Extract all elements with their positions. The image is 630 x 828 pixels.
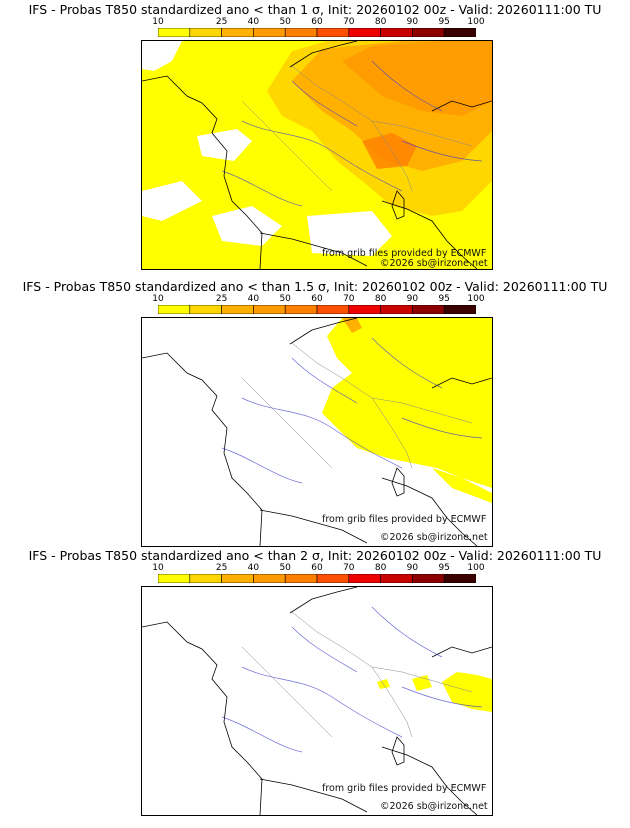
- colorbar-segment: [158, 574, 191, 583]
- colorbar-tick-label: 90: [406, 563, 419, 573]
- colorbar-segment: [189, 28, 222, 37]
- colorbar-tick-label: 25: [215, 17, 228, 27]
- colorbar-segment: [221, 28, 254, 37]
- colorbar-tick-label: 80: [374, 294, 387, 304]
- data-credit: from grib files provided by ECMWF: [322, 783, 487, 794]
- panel-2: IFS - Probas T850 standardized ano < tha…: [0, 279, 630, 549]
- panel-title: IFS - Probas T850 standardized ano < tha…: [28, 548, 602, 563]
- colorbar-segment: [284, 305, 318, 314]
- colorbar-tick-label: 100: [467, 563, 485, 573]
- colorbar-segment: [380, 574, 413, 583]
- colorbar: [158, 574, 476, 583]
- colorbar-segment: [158, 28, 191, 37]
- colorbar-tick-label: 70: [343, 294, 355, 304]
- map-panel: from grib files provided by ECMWF ©2026 …: [141, 317, 493, 547]
- colorbar-segment: [189, 305, 222, 314]
- colorbar-segment: [348, 574, 381, 583]
- colorbar-tick-label: 90: [406, 294, 419, 304]
- colorbar-segment: [253, 28, 286, 37]
- colorbar-tick-label: 90: [406, 17, 419, 27]
- colorbar-labels: 10 25 40 50 60 70 80 90 95 100: [152, 16, 484, 28]
- rivers: [221, 606, 483, 753]
- colorbar-tick-label: 100: [467, 17, 485, 27]
- map-svg: [142, 318, 492, 546]
- colorbar-segment: [284, 574, 318, 583]
- panel-3: IFS - Probas T850 standardized ano < tha…: [0, 548, 630, 818]
- colorbar-segment: [284, 28, 318, 37]
- colorbar-tick-label: 25: [215, 294, 228, 304]
- borders: [241, 65, 473, 192]
- colorbar-tick-label: 10: [152, 563, 164, 573]
- colorbar-segment: [221, 305, 254, 314]
- colorbar-tick-label: 60: [311, 17, 323, 27]
- copyright-credit: ©2026 sb@irizone.net: [380, 532, 488, 543]
- colorbar-tick-label: 95: [438, 17, 450, 27]
- colorbar-segment: [253, 305, 286, 314]
- colorbar-tick-label: 95: [438, 294, 450, 304]
- coastlines: [142, 587, 492, 815]
- data-credit: from grib files provided by ECMWF: [322, 514, 487, 525]
- colorbar-tick-label: 95: [438, 563, 450, 573]
- panel-title: IFS - Probas T850 standardized ano < tha…: [28, 2, 602, 17]
- colorbar-segment: [348, 28, 381, 37]
- colorbar-segment: [412, 28, 445, 37]
- colorbar-segment: [158, 305, 191, 314]
- colorbar-segment: [443, 28, 476, 37]
- panel-title: IFS - Probas T850 standardized ano < tha…: [22, 279, 608, 294]
- data-credit: from grib files provided by ECMWF: [322, 248, 487, 259]
- map-svg: [142, 41, 492, 269]
- copyright-credit: ©2026 sb@irizone.net: [380, 258, 488, 269]
- probability-fill: [377, 672, 492, 712]
- map-panel: from grib files provided by ECMWF ©2026 …: [141, 40, 493, 270]
- colorbar-tick-label: 50: [279, 294, 291, 304]
- colorbar-tick-label: 40: [247, 17, 260, 27]
- map-panel: from grib files provided by ECMWF ©2026 …: [141, 586, 493, 816]
- colorbar-labels: 10 25 40 50 60 70 80 90 95 100: [152, 562, 484, 574]
- coastlines: [142, 318, 492, 546]
- colorbar-segment: [412, 305, 445, 314]
- colorbar: [158, 28, 476, 37]
- probability-fill: [322, 318, 492, 503]
- colorbar-tick-label: 60: [311, 563, 323, 573]
- colorbar-tick-label: 50: [279, 563, 291, 573]
- colorbar-tick-label: 60: [311, 294, 323, 304]
- colorbar-tick-label: 10: [152, 294, 164, 304]
- borders: [241, 342, 473, 469]
- colorbar-segment: [189, 574, 222, 583]
- colorbar-tick-label: 80: [374, 17, 387, 27]
- colorbar-segment: [316, 28, 350, 37]
- colorbar-tick-label: 10: [152, 17, 164, 27]
- colorbar-segment: [316, 305, 350, 314]
- colorbar-segment: [380, 305, 413, 314]
- colorbar-labels: 10 25 40 50 60 70 80 90 95 100: [152, 293, 484, 305]
- rivers: [221, 337, 483, 484]
- colorbar: [158, 305, 476, 314]
- coastlines: [142, 41, 492, 269]
- colorbar-segment: [443, 574, 476, 583]
- copyright-credit: ©2026 sb@irizone.net: [380, 801, 488, 812]
- colorbar-segment: [348, 305, 381, 314]
- colorbar-segment: [221, 574, 254, 583]
- colorbar-segment: [253, 574, 286, 583]
- colorbar-tick-label: 40: [247, 294, 260, 304]
- colorbar-segment: [412, 574, 445, 583]
- colorbar-tick-label: 70: [343, 563, 355, 573]
- colorbar-segment: [380, 28, 413, 37]
- colorbar-tick-label: 100: [467, 294, 485, 304]
- borders: [241, 611, 473, 738]
- colorbar-segment: [316, 574, 350, 583]
- colorbar-tick-label: 80: [374, 563, 387, 573]
- map-svg: [142, 587, 492, 815]
- panel-1: IFS - Probas T850 standardized ano < tha…: [0, 2, 630, 272]
- probability-fill: [142, 41, 492, 269]
- colorbar-tick-label: 50: [279, 17, 291, 27]
- colorbar-tick-label: 40: [247, 563, 260, 573]
- colorbar-tick-label: 25: [215, 563, 228, 573]
- rivers: [221, 60, 483, 207]
- colorbar-segment: [443, 305, 476, 314]
- colorbar-tick-label: 70: [343, 17, 355, 27]
